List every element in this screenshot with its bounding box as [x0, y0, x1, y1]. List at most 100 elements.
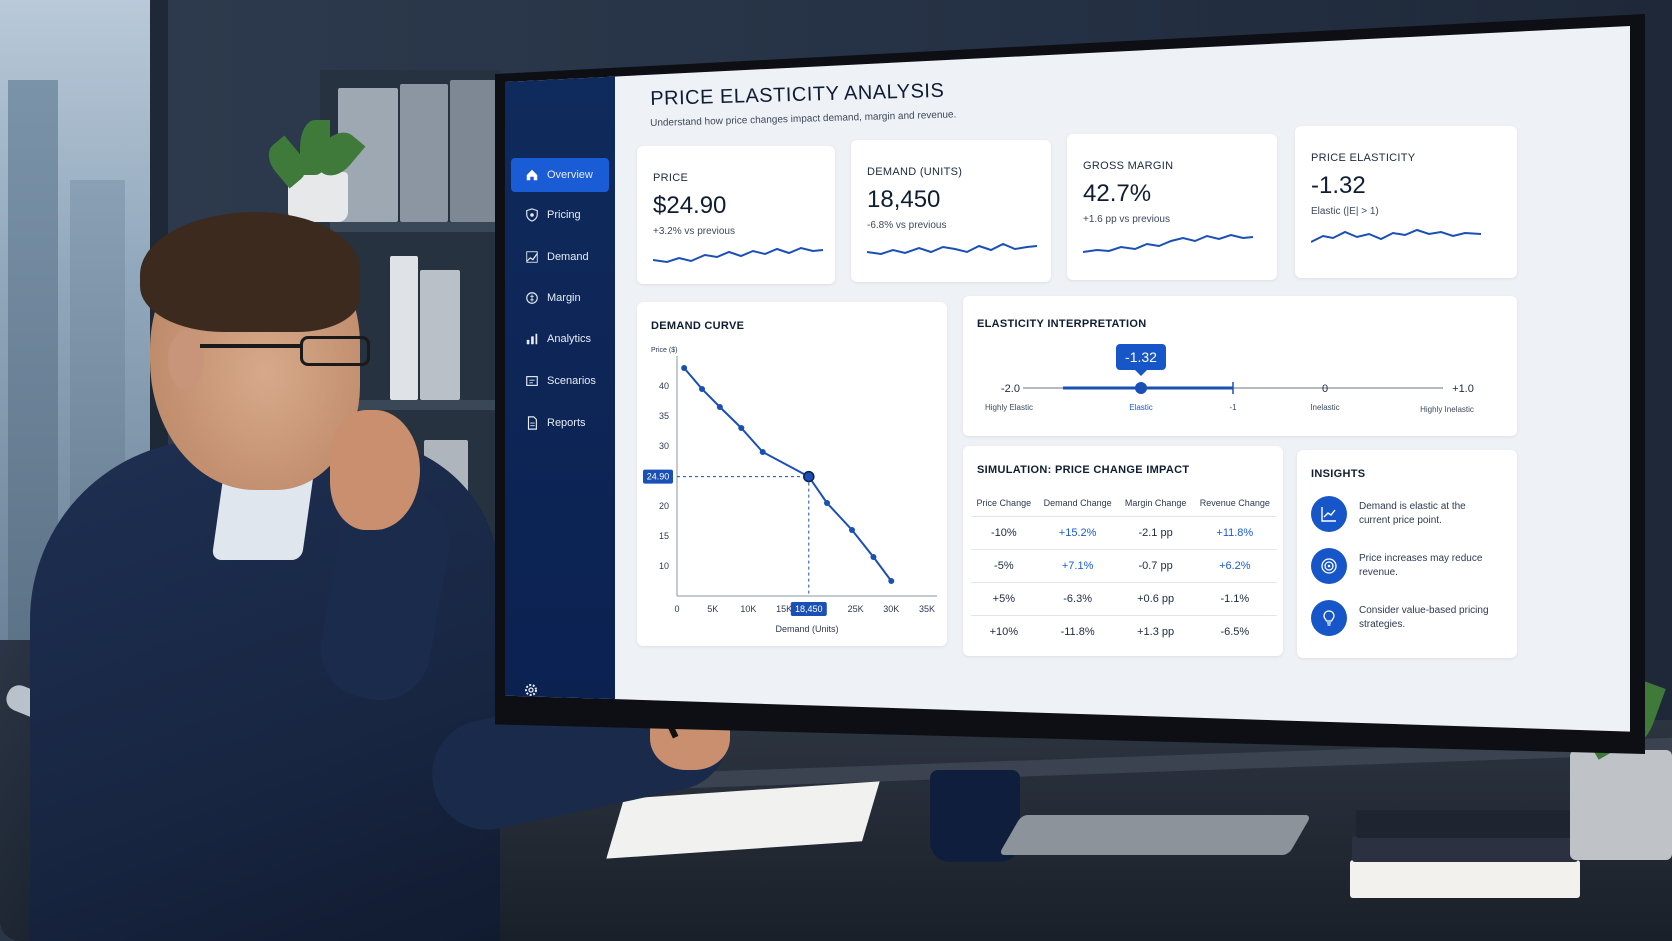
- simulation-card: SIMULATION: PRICE CHANGE IMPACT Price Ch…: [963, 446, 1283, 656]
- table-cell: +6.2%: [1192, 548, 1277, 582]
- svg-text:18,450: 18,450: [795, 604, 823, 614]
- sidebar-item-margin[interactable]: Margin: [511, 281, 609, 315]
- kpi-label: DEMAND (UNITS): [867, 166, 963, 178]
- table-cell: +1.3 pp: [1118, 614, 1193, 648]
- kpi-value: $24.90: [653, 192, 727, 219]
- table-cell: +5%: [971, 581, 1037, 615]
- x-tick-label: 15K: [776, 604, 792, 614]
- insight-text: Price increases may reduce revenue.: [1359, 552, 1483, 579]
- simulation-title: SIMULATION: PRICE CHANGE IMPACT: [977, 464, 1190, 476]
- insight-text: Consider value-based pricing strategies.: [1359, 604, 1489, 631]
- demand-curve-title: DEMAND CURVE: [651, 320, 745, 332]
- table-cell: -1.1%: [1192, 581, 1277, 615]
- table-header-row: Price Change Demand Change Margin Change…: [971, 490, 1277, 516]
- elasticity-marker: [1135, 382, 1147, 394]
- column-header: Price Change: [976, 497, 1032, 508]
- kpi-value: -1.32: [1311, 172, 1366, 199]
- data-point[interactable]: [738, 425, 745, 431]
- kpi-value: 42.7%: [1083, 180, 1152, 207]
- table-cell: -5%: [971, 548, 1037, 582]
- target-icon: [1311, 548, 1347, 584]
- scale-value: -2.0: [1001, 383, 1020, 395]
- sidebar-item-overview[interactable]: Overview: [511, 158, 609, 192]
- highlight-price-badge: 24.90: [643, 469, 673, 484]
- insight-item[interactable]: Price increases may reduce revenue.: [1311, 548, 1489, 584]
- scale-label: Highly Inelastic: [1420, 405, 1474, 414]
- data-point[interactable]: [699, 386, 705, 392]
- data-point[interactable]: [849, 527, 855, 533]
- scale-value: +1.0: [1452, 383, 1474, 395]
- data-point[interactable]: [759, 449, 766, 455]
- sidebar-item-label: Overview: [547, 169, 593, 181]
- main-content: PRICE ELASTICITY ANALYSIS Understand how…: [615, 26, 1630, 732]
- kpi-card-price[interactable]: PRICE $24.90 +3.2% vs previous: [637, 146, 835, 284]
- insight-item[interactable]: Demand is elastic at the current price p…: [1311, 496, 1489, 532]
- current-elasticity-value: -1.32: [1125, 349, 1157, 365]
- y-tick-label: 40: [659, 381, 669, 391]
- scale-value: 0: [1322, 383, 1328, 395]
- kpi-card-gross-margin[interactable]: GROSS MARGIN 42.7% +1.6 pp vs previous: [1067, 134, 1277, 280]
- binder: [420, 270, 460, 400]
- plant-pot: [1570, 750, 1672, 860]
- table-cell: +11.8%: [1192, 515, 1277, 549]
- lightbulb-icon: [1311, 600, 1347, 636]
- margin-icon: [526, 292, 538, 304]
- sidebar-item-analytics[interactable]: Analytics: [511, 322, 609, 356]
- data-point[interactable]: [870, 554, 877, 560]
- table-row[interactable]: +5% -6.3% +0.6 pp -1.1%: [971, 581, 1277, 615]
- table-row[interactable]: -10% +15.2% -2.1 pp +11.8%: [971, 515, 1277, 549]
- table-row[interactable]: -5% +7.1% -0.7 pp +6.2%: [971, 548, 1277, 582]
- data-point[interactable]: [824, 500, 830, 506]
- data-point[interactable]: [681, 365, 688, 371]
- insight-item[interactable]: Consider value-based pricing strategies.: [1311, 600, 1489, 636]
- x-tick-label: 30K: [883, 604, 899, 614]
- home-icon: [526, 169, 538, 181]
- sparkline: [1311, 228, 1481, 243]
- elasticity-scale[interactable]: -1.32 -2.0 0 +1.0 Highly Elastic Elastic…: [963, 336, 1517, 436]
- table-cell: -2.1 pp: [1118, 515, 1193, 549]
- sidebar-item-pricing[interactable]: Pricing: [511, 198, 609, 232]
- scale-label: Inelastic: [1310, 403, 1339, 412]
- sidebar-item-label: Scenarios: [547, 375, 596, 387]
- elasticity-interpretation-card: ELASTICITY INTERPRETATION -1.32 -2.0 0 +…: [963, 296, 1517, 436]
- highlight-point[interactable]: [803, 470, 815, 483]
- elasticity-title: ELASTICITY INTERPRETATION: [977, 318, 1147, 330]
- y-tick-label: 20: [659, 501, 669, 511]
- x-tick-label: 10K: [740, 604, 756, 614]
- x-tick-label: 0: [674, 604, 679, 614]
- table-cell: +7.1%: [1036, 548, 1119, 582]
- bar-chart-icon: [526, 333, 538, 345]
- book: [1350, 860, 1580, 898]
- data-point[interactable]: [716, 404, 723, 410]
- simulation-table: Price Change Demand Change Margin Change…: [971, 490, 1277, 648]
- kpi-card-price-elasticity[interactable]: PRICE ELASTICITY -1.32 Elastic (|E| > 1): [1295, 126, 1517, 278]
- scenarios-icon: [526, 376, 538, 386]
- closed-laptop: [998, 815, 1312, 855]
- glasses: [300, 336, 370, 366]
- y-tick-label: 15: [659, 531, 669, 541]
- data-point[interactable]: [888, 578, 895, 584]
- demand-curve-chart[interactable]: Price ($) 10152025303540 05K10K15K20K25K…: [637, 342, 947, 642]
- shelf-board: [330, 400, 500, 410]
- table-row[interactable]: +10% -11.8% +1.3 pp -6.5%: [971, 614, 1277, 648]
- sidebar-item-reports[interactable]: Reports: [511, 406, 609, 440]
- kpi-delta: +3.2% vs previous: [653, 226, 735, 237]
- x-tick-label: 25K: [848, 604, 864, 614]
- column-header: Demand Change: [1043, 497, 1112, 508]
- x-tick-label: 5K: [707, 604, 718, 614]
- insights-card: INSIGHTS Demand is elastic at the curren…: [1297, 450, 1517, 658]
- gear-icon[interactable]: [523, 682, 539, 698]
- sidebar-item-label: Analytics: [547, 333, 592, 345]
- demand-icon: [526, 251, 538, 263]
- y-tick-label: 10: [659, 561, 669, 571]
- book: [1356, 810, 1576, 838]
- shelf-board: [330, 222, 500, 232]
- column-header: Margin Change: [1124, 497, 1187, 508]
- shield-icon: [526, 208, 538, 222]
- sidebar-item-scenarios[interactable]: Scenarios: [511, 364, 609, 398]
- sidebar-item-demand[interactable]: Demand: [511, 240, 609, 274]
- highlight-demand-badge: 18,450: [790, 602, 827, 616]
- kpi-card-demand[interactable]: DEMAND (UNITS) 18,450 -6.8% vs previous: [851, 140, 1051, 282]
- binder: [390, 256, 418, 400]
- binder: [450, 80, 496, 222]
